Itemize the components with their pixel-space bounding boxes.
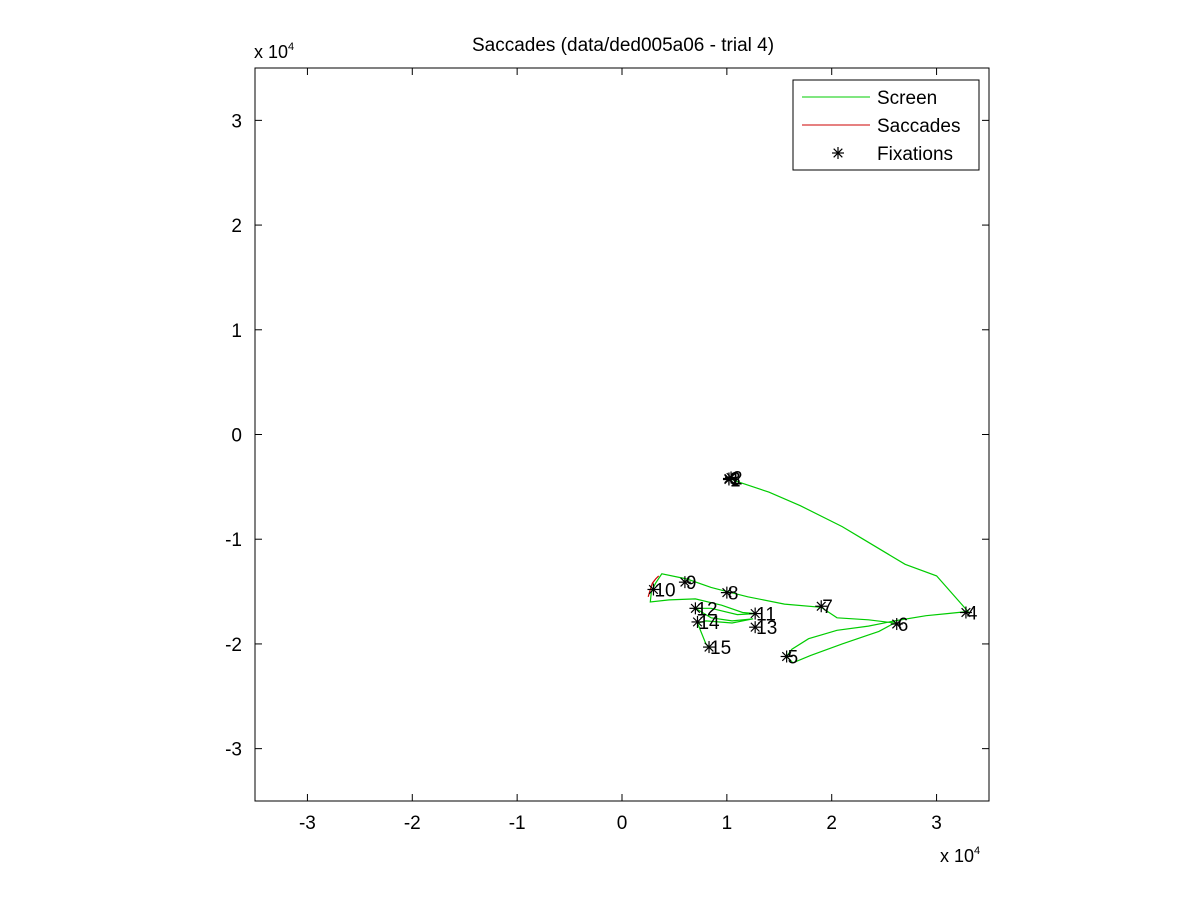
fixation-marker <box>720 586 733 599</box>
series-line-screen <box>649 477 970 664</box>
fixation-label: 8 <box>728 584 739 605</box>
fixation-marker <box>722 472 735 485</box>
fixation-marker <box>691 615 704 628</box>
plot-contents <box>647 471 972 664</box>
y-exponent-power: 4 <box>288 41 294 53</box>
fixation-marker <box>749 621 762 634</box>
series-line-saccades <box>647 575 660 597</box>
x-tick-label: -3 <box>299 813 316 834</box>
fixation-label: 10 <box>654 580 675 601</box>
legend-fixation-marker <box>832 147 844 159</box>
x-tick-label: -1 <box>509 813 526 834</box>
y-exponent-base: x 10 <box>254 42 288 62</box>
x-tick-label: -2 <box>404 813 421 834</box>
fixation-label: 5 <box>788 647 799 668</box>
fixation-label: 2 <box>732 468 743 489</box>
fixation-marker <box>749 607 762 620</box>
y-tick-label: -2 <box>225 635 242 656</box>
fixation-marker <box>689 602 702 615</box>
x-tick-label: 2 <box>826 813 837 834</box>
fixation-marker <box>959 606 972 619</box>
fixation-marker <box>780 650 793 663</box>
legend-label-fixations: Fixations <box>877 144 953 165</box>
fixation-label: 4 <box>967 604 978 625</box>
x-tick-label: 3 <box>931 813 942 834</box>
chart-title: Saccades (data/ded005a06 - trial 4) <box>472 35 774 56</box>
fixation-label: 3 <box>730 469 741 490</box>
legend: Screen Saccades Fixations <box>792 79 980 171</box>
fixation-marker <box>725 471 738 484</box>
tick-marks <box>255 68 989 801</box>
legend-swatch-fixations <box>832 147 844 159</box>
y-tick-label: 2 <box>231 216 242 237</box>
x-exponent-power: 4 <box>974 845 980 857</box>
fixation-label: 7 <box>822 597 833 618</box>
y-tick-label: 3 <box>231 111 242 132</box>
fixation-label: 15 <box>710 638 731 659</box>
fixation-marker <box>647 583 660 596</box>
y-tick-label: 0 <box>231 426 242 447</box>
plot-area <box>254 67 990 802</box>
fixation-marker <box>703 641 716 654</box>
fixation-label: 6 <box>898 615 909 636</box>
legend-label-screen: Screen <box>877 88 937 109</box>
fixation-label: 14 <box>698 613 720 634</box>
y-tick-label: -1 <box>225 530 242 551</box>
x-exponent-base: x 10 <box>940 846 974 866</box>
legend-label-saccades: Saccades <box>877 116 960 137</box>
plot-axes <box>254 67 990 802</box>
y-tick-label: -3 <box>225 740 242 761</box>
x-exponent-label: x 104 <box>940 845 980 866</box>
fixation-marker <box>678 576 691 589</box>
x-tick-label: 0 <box>617 813 628 834</box>
fixation-label: 13 <box>756 618 777 639</box>
y-tick-label: 1 <box>231 321 242 342</box>
fixation-marker <box>815 600 828 613</box>
fixation-label: 12 <box>696 599 717 620</box>
fixation-label: 11 <box>756 605 776 626</box>
fixation-label: 1 <box>730 471 741 492</box>
x-tick-label: 1 <box>722 813 733 834</box>
fixation-label: 9 <box>686 573 697 594</box>
fixation-marker <box>890 618 903 631</box>
y-exponent-label: x 104 <box>254 41 294 62</box>
